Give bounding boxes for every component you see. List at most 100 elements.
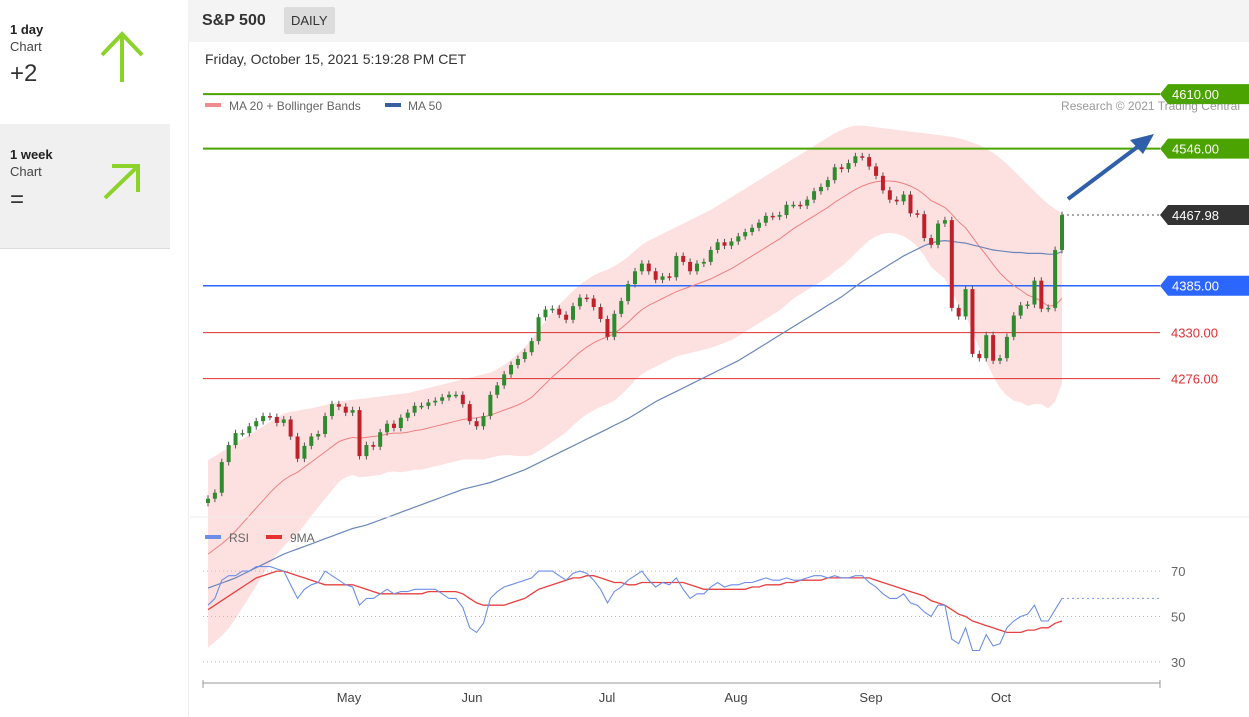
candle [743, 228, 748, 240]
candle [984, 331, 989, 362]
rsi-tick: 50 [1171, 610, 1185, 625]
timeframe-1-day[interactable]: 1 day Chart +2 [0, 0, 170, 120]
timeframe-score: +2 [10, 60, 38, 87]
interval-badge[interactable]: DAILY [284, 7, 335, 34]
candle [791, 201, 796, 209]
candle [688, 258, 693, 275]
candle [922, 210, 927, 242]
candle [261, 412, 266, 425]
timeframe-sub: Chart [10, 39, 42, 54]
candle [515, 355, 520, 369]
timestamp: Friday, October 15, 2021 5:19:28 PM CET [205, 51, 467, 67]
timeframe-period: 1 day [10, 22, 44, 37]
candle [715, 238, 720, 254]
candle [281, 416, 286, 427]
svg-text:4330.00: 4330.00 [1171, 326, 1218, 341]
candle [405, 409, 410, 422]
candle [371, 441, 376, 451]
candle [267, 412, 272, 421]
legend-ma50: MA 50 [408, 99, 442, 113]
candle [798, 201, 803, 210]
candle [605, 315, 610, 341]
level-label-4385.00: 4385.00 [1160, 275, 1249, 296]
candle [653, 267, 658, 284]
legend-ma20: MA 20 + Bollinger Bands [229, 99, 361, 113]
candle [571, 302, 576, 324]
candle [626, 280, 631, 305]
candle [894, 196, 899, 205]
candle [722, 238, 727, 250]
candle [612, 310, 617, 341]
candle [577, 294, 582, 310]
bollinger-bands [208, 125, 1062, 648]
timeframe-period: 1 week [10, 147, 53, 162]
candle [694, 260, 699, 275]
candle [846, 159, 851, 173]
candle [536, 313, 541, 345]
candle [509, 361, 514, 378]
legend-ma50-swatch [385, 103, 401, 107]
arrow-up-icon [100, 31, 144, 82]
candle [936, 220, 941, 249]
x-axis: May Jun Jul Aug Sep Oct [202, 680, 1161, 705]
symbol-title: S&P 500 [202, 12, 266, 29]
candle [323, 412, 328, 438]
level-label-4467.98: 4467.98 [1160, 205, 1249, 226]
level-label-4546.00: 4546.00 [1160, 138, 1249, 159]
candle [770, 212, 775, 221]
candle [522, 348, 527, 363]
bollinger-fill [208, 125, 1062, 648]
candle [860, 152, 865, 161]
candle [447, 391, 452, 401]
x-tick-May: May [337, 690, 362, 705]
legend-rsi: RSI [229, 531, 249, 545]
candle [901, 191, 906, 205]
candle [329, 400, 334, 420]
candle [357, 406, 362, 460]
svg-text:4610.00: 4610.00 [1172, 87, 1219, 102]
candle [1018, 301, 1023, 319]
candle [681, 252, 686, 266]
timeframe-1-week[interactable]: 1 week Chart = [0, 124, 170, 249]
svg-text:4546.00: 4546.00 [1172, 142, 1219, 157]
candle [887, 186, 892, 204]
candle [543, 306, 548, 321]
candle [591, 295, 596, 311]
x-tick-Oct: Oct [991, 690, 1012, 705]
candle [502, 370, 507, 389]
candle [874, 163, 879, 180]
candle [880, 172, 885, 194]
candle [1060, 211, 1064, 254]
candle [956, 304, 961, 320]
candles [206, 152, 1064, 507]
arrow-up-right-icon [103, 164, 140, 200]
ma50-line [207, 239, 1063, 589]
candle [206, 495, 210, 507]
x-tick-Sep: Sep [859, 690, 882, 705]
x-tick-Jun: Jun [462, 690, 483, 705]
candle [378, 428, 383, 451]
legend-9ma-swatch [266, 535, 282, 539]
candle [639, 260, 644, 275]
rsi-tick: 70 [1171, 564, 1185, 579]
candle [350, 406, 355, 417]
candle [736, 232, 741, 245]
candle [998, 354, 1003, 365]
candle [701, 258, 706, 267]
candle [426, 399, 431, 410]
candle [364, 441, 369, 460]
candle [398, 414, 403, 432]
candle [784, 201, 789, 219]
x-tick-Jul: Jul [599, 690, 616, 705]
candle [495, 382, 500, 399]
moving-averages [207, 180, 1063, 589]
candle [240, 429, 245, 437]
candle [818, 183, 823, 195]
svg-text:4385.00: 4385.00 [1172, 279, 1219, 294]
candle [646, 260, 651, 275]
svg-text:4467.98: 4467.98 [1172, 208, 1219, 223]
candle [667, 272, 672, 281]
candle [474, 417, 479, 430]
chart-panel [188, 0, 1249, 717]
